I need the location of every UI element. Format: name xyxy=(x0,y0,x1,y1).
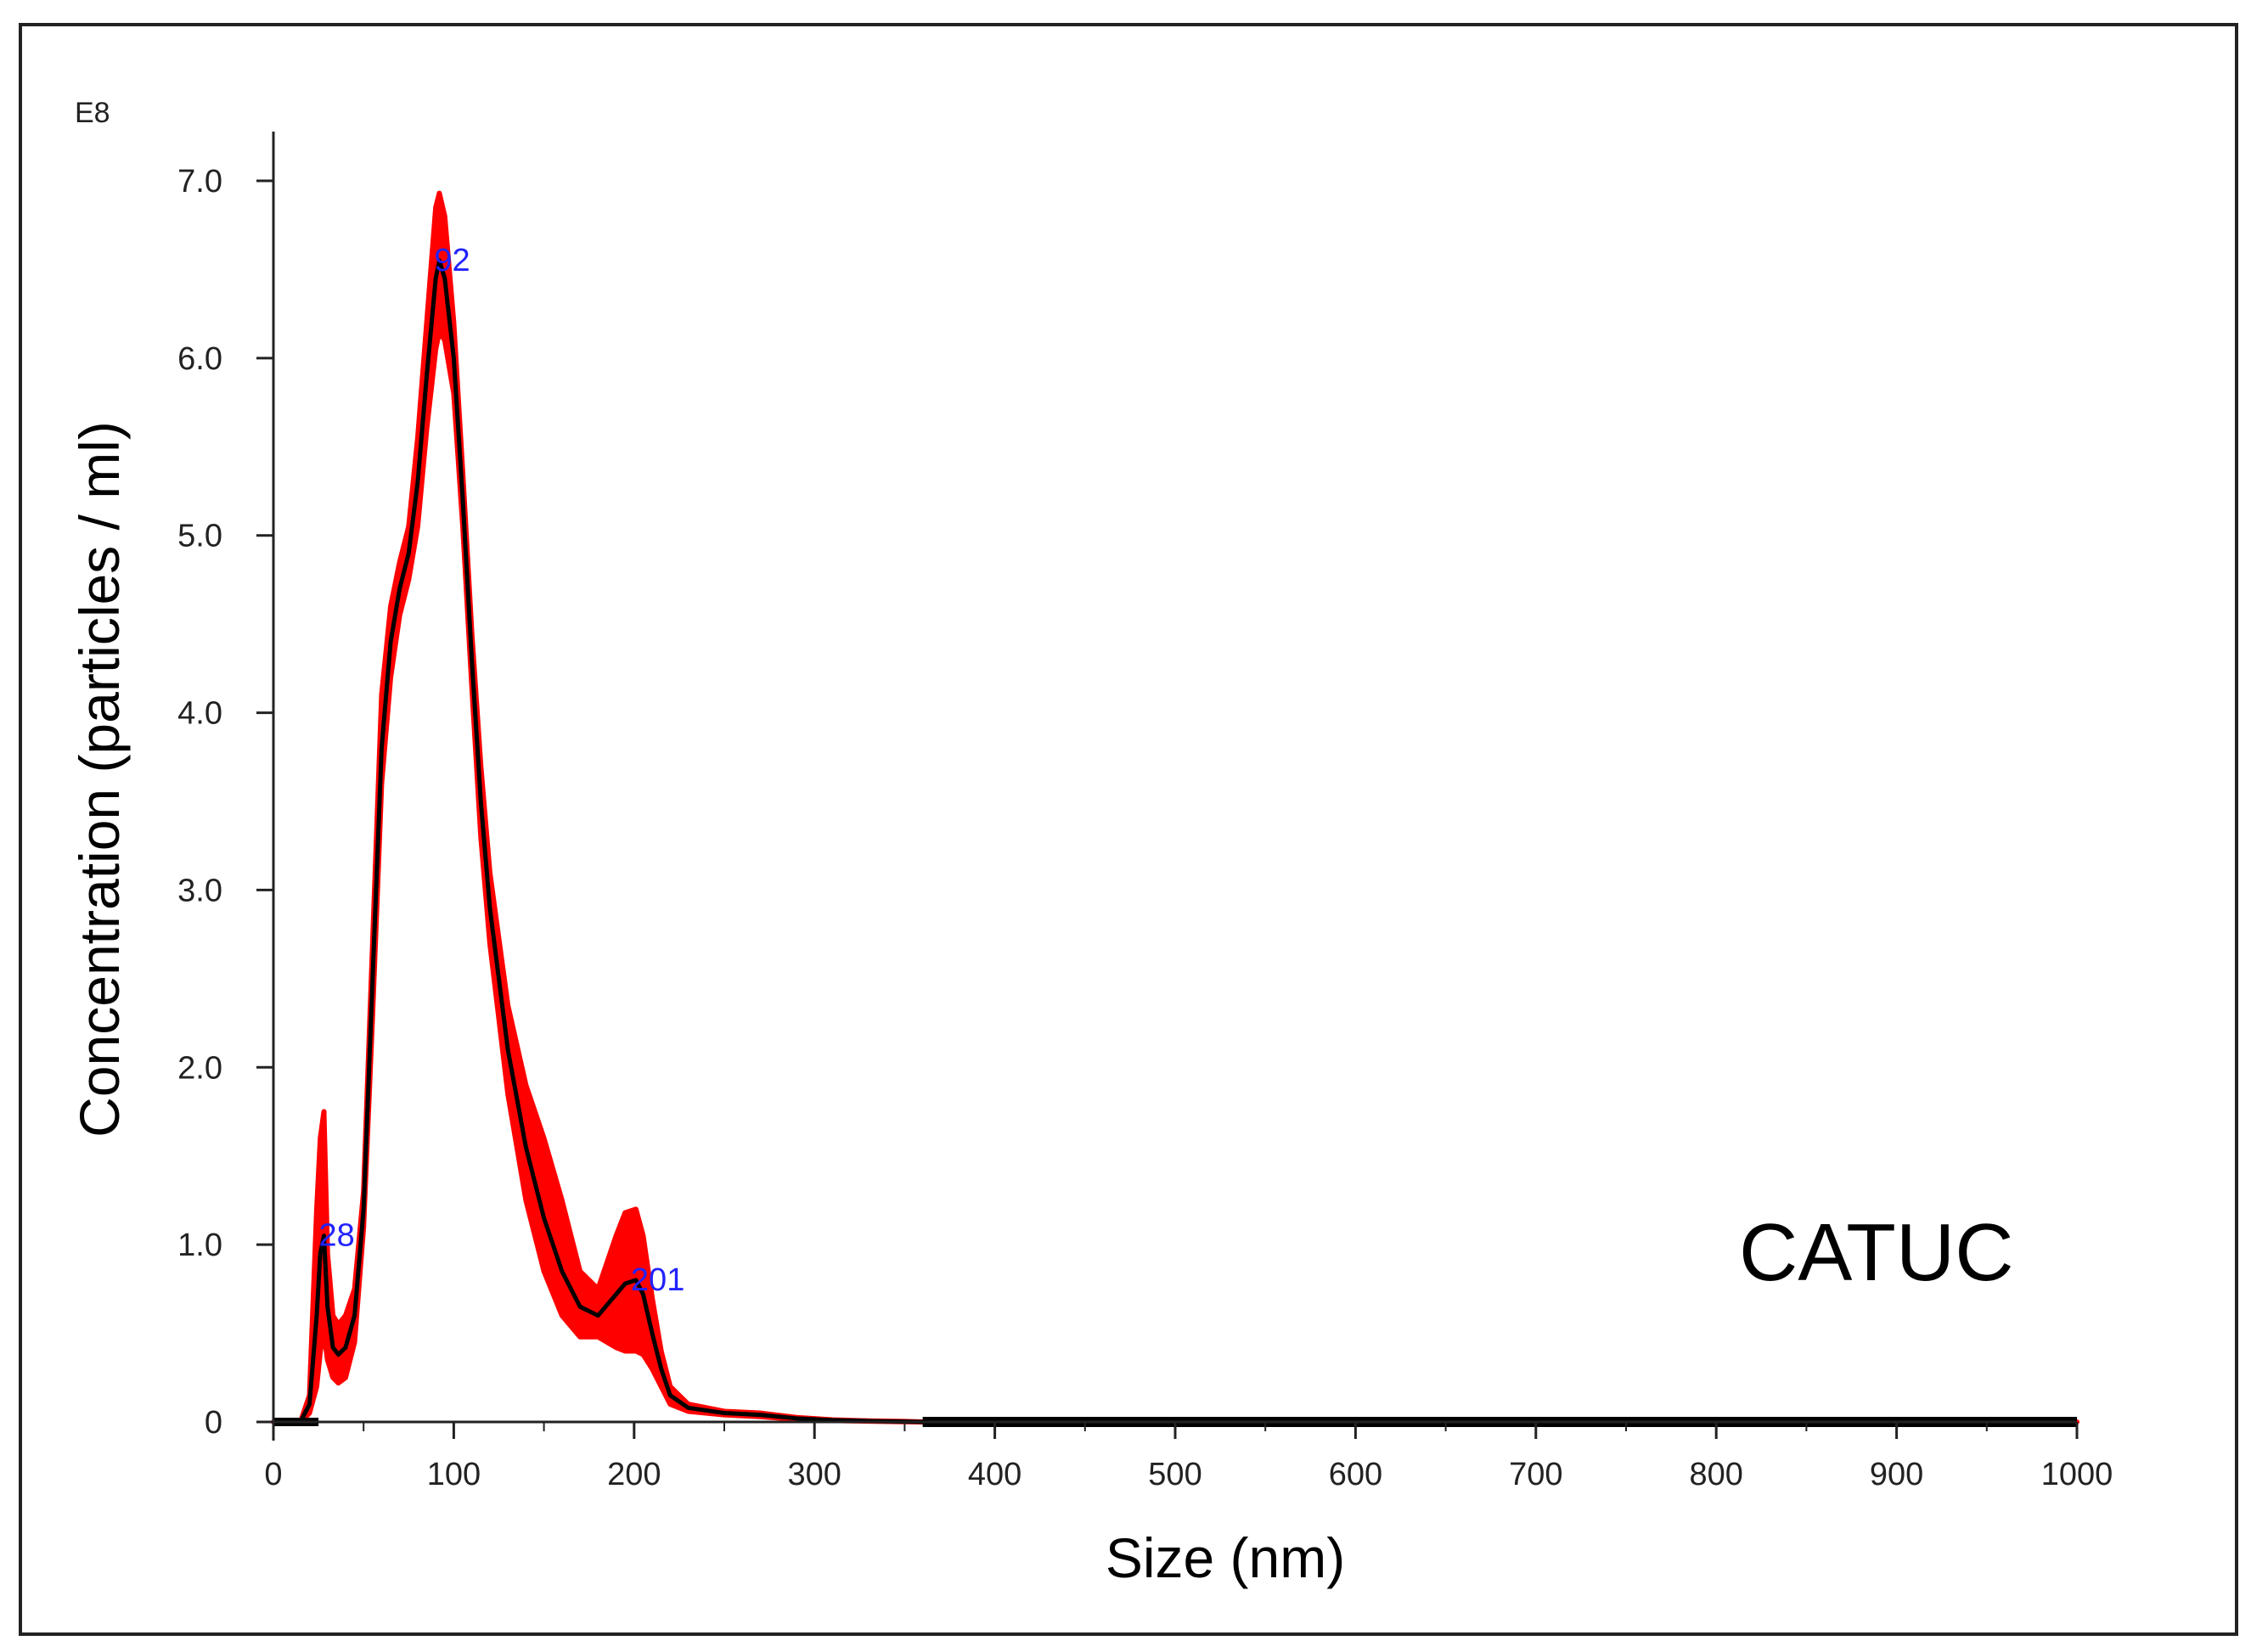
peak-label: 92 xyxy=(434,243,470,278)
x-tick-label: 400 xyxy=(968,1457,1021,1492)
peak-label: 201 xyxy=(631,1262,684,1298)
x-tick-label: 300 xyxy=(787,1457,841,1492)
peak-label: 28 xyxy=(318,1218,354,1254)
labels-layer: E8 Size (nm) Concentration (particles / … xyxy=(68,97,2113,1589)
y-tick-label: 5.0 xyxy=(177,519,222,554)
x-tick-label: 700 xyxy=(1509,1457,1562,1492)
x-tick-label: 600 xyxy=(1329,1457,1382,1492)
x-tick-label: 1000 xyxy=(2041,1457,2113,1492)
y-axis-title: Concentration (particles / ml) xyxy=(68,421,131,1138)
chart-frame xyxy=(19,23,2238,1636)
x-tick-label: 800 xyxy=(1689,1457,1742,1492)
sample-annotation: CATUC xyxy=(1739,1207,2014,1298)
x-tick-label: 900 xyxy=(1870,1457,1923,1492)
y-tick-label: 2.0 xyxy=(177,1050,222,1086)
y-tick-label: 3.0 xyxy=(177,873,222,908)
axes-layer xyxy=(256,132,2079,1441)
x-tick-label: 200 xyxy=(607,1457,661,1492)
y-tick-label: 4.0 xyxy=(177,696,222,732)
x-axis-title: Size (nm) xyxy=(1106,1526,1345,1589)
x-tick-label: 0 xyxy=(264,1457,282,1492)
y-tick-label: 7.0 xyxy=(177,164,222,199)
x-tick-label: 100 xyxy=(427,1457,481,1492)
y-exponent-label: E8 xyxy=(75,97,110,129)
x-tick-label: 500 xyxy=(1148,1457,1201,1492)
y-tick-label: 1.0 xyxy=(177,1228,222,1263)
y-tick-label: 0 xyxy=(205,1405,222,1441)
y-tick-label: 6.0 xyxy=(177,341,222,377)
